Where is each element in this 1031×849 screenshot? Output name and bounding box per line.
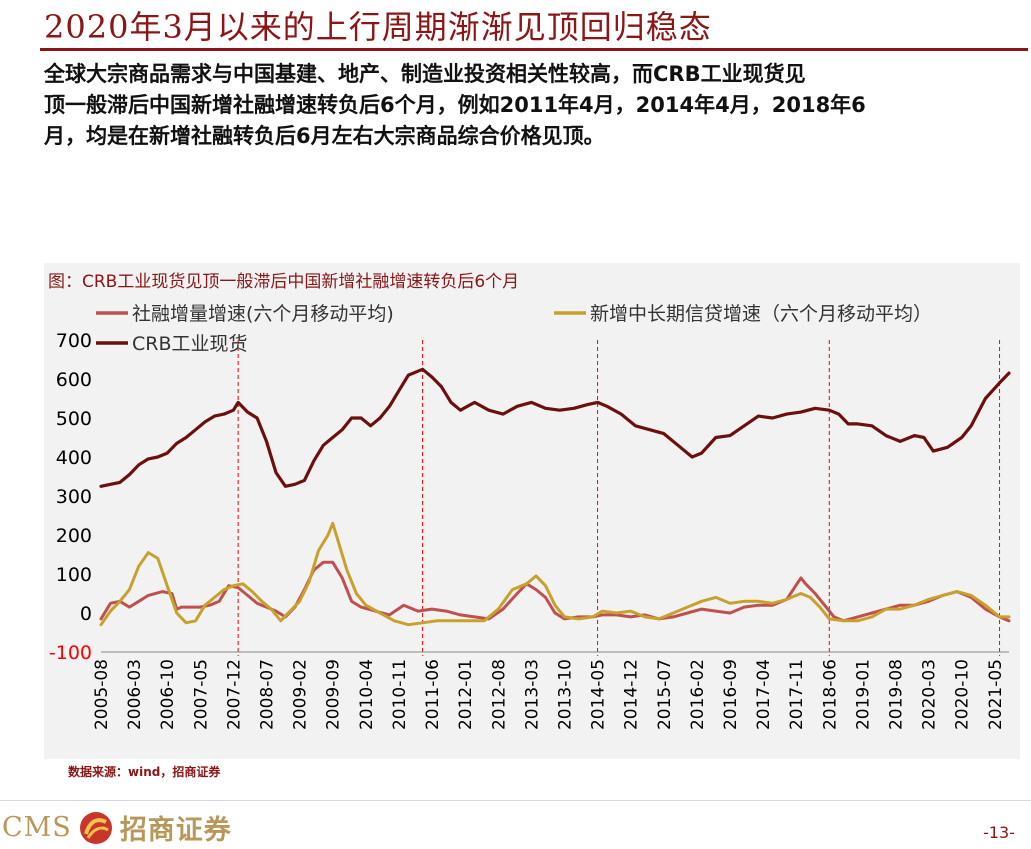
x-tick-label: 2020-10 bbox=[953, 659, 973, 730]
y-tick-label: 500 bbox=[56, 408, 92, 430]
x-tick-label: 2016-09 bbox=[721, 659, 741, 730]
legend-label-social_financing: 社融增量增速(六个月移动平均) bbox=[132, 303, 394, 325]
logo-emblem-icon bbox=[79, 811, 112, 844]
x-tick-label: 2008-07 bbox=[258, 659, 278, 730]
x-tick-label: 2015-07 bbox=[655, 659, 675, 730]
y-tick-label: -100 bbox=[49, 642, 92, 664]
legend-label-crb: CRB工业现货 bbox=[132, 333, 248, 355]
chart-panel: 图：CRB工业现货见顶一般滞后中国新增社融增速转负后6个月 -100 0 100 200… bbox=[44, 263, 1020, 759]
x-tick-label: 2013-03 bbox=[522, 659, 542, 730]
cms-logo: CMS 招商证券 bbox=[2, 808, 232, 847]
page-number: -13- bbox=[983, 823, 1015, 842]
y-tick-label: 600 bbox=[56, 369, 92, 391]
intro-line-2: 顶一般滞后中国新增社融增速转负后6个月，例如2011年4月，2014年4月，20… bbox=[44, 93, 866, 117]
x-tick-label: 2019-08 bbox=[887, 659, 907, 730]
y-tick-label: 200 bbox=[56, 525, 92, 547]
series-line-crb bbox=[99, 367, 1011, 488]
y-tick-label: 0 bbox=[80, 603, 92, 625]
x-tick-label: 2018-06 bbox=[820, 659, 840, 730]
x-tick-label: 2010-11 bbox=[390, 659, 410, 730]
x-tick-label: 2006-03 bbox=[125, 659, 145, 730]
intro-paragraph: 全球大宗商品需求与中国基建、地产、制造业投资相关性较高，而CRB工业现货见 顶一… bbox=[44, 59, 1024, 152]
title-divider bbox=[40, 48, 1028, 51]
y-tick-label: 100 bbox=[56, 564, 92, 586]
intro-line-1: 全球大宗商品需求与中国基建、地产、制造业投资相关性较高，而CRB工业现货见 bbox=[44, 62, 806, 86]
x-tick-label: 2019-01 bbox=[853, 659, 873, 730]
x-tick-label: 2009-02 bbox=[291, 659, 311, 730]
x-tick-label: 2014-05 bbox=[589, 659, 609, 730]
page-title: 2020年3月以来的上行周期渐渐见顶回归稳态 bbox=[44, 8, 712, 46]
x-tick-label: 2014-12 bbox=[622, 659, 642, 730]
x-tick-label: 2017-04 bbox=[754, 659, 774, 730]
x-tick-label: 2012-01 bbox=[456, 659, 476, 730]
legend-label-medium_long_loans: 新增中长期信贷增速（六个月移动平均） bbox=[590, 303, 932, 325]
footer-divider bbox=[0, 800, 1031, 801]
logo-chinese-name: 招商证券 bbox=[119, 815, 232, 846]
y-tick-label: 400 bbox=[56, 447, 92, 469]
x-tick-label: 2017-11 bbox=[787, 659, 807, 730]
x-tick-label: 2009-09 bbox=[324, 659, 344, 730]
x-tick-label: 2010-04 bbox=[357, 659, 377, 730]
x-tick-label: 2012-08 bbox=[489, 659, 509, 730]
logo-text: CMS bbox=[2, 812, 72, 843]
x-tick-label: 2020-03 bbox=[920, 659, 940, 730]
series-line-social_financing bbox=[99, 560, 1011, 623]
series-line-medium_long_loans bbox=[99, 521, 1011, 627]
x-tick-label: 2007-05 bbox=[191, 659, 211, 730]
x-tick-label: 2021-05 bbox=[986, 659, 1006, 730]
crb-vs-social-financing-chart: 图：CRB工业现货见顶一般滞后中国新增社融增速转负后6个月 -100 0 100 200… bbox=[48, 272, 1011, 730]
data-source-note: 数据来源：wind，招商证券 bbox=[68, 765, 221, 779]
x-tick-label: 2011-06 bbox=[423, 659, 443, 730]
intro-line-3: 月，均是在新增社融转负后6月左右大宗商品综合价格见顶。 bbox=[44, 124, 605, 148]
x-tick-label: 2006-10 bbox=[158, 659, 178, 730]
x-tick-label: 2016-02 bbox=[688, 659, 708, 730]
x-tick-label: 2007-12 bbox=[224, 659, 244, 730]
x-tick-label: 2005-08 bbox=[92, 659, 112, 730]
x-tick-label: 2013-10 bbox=[555, 659, 575, 730]
y-tick-label: 700 bbox=[56, 330, 92, 352]
y-tick-label: 300 bbox=[56, 486, 92, 508]
chart-title: 图：CRB工业现货见顶一般滞后中国新增社融增速转负后6个月 bbox=[48, 272, 519, 292]
